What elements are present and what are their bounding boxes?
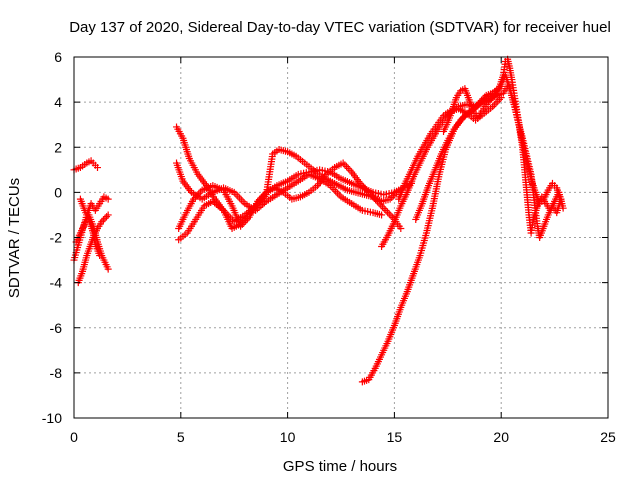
- data-point: [346, 166, 354, 174]
- data-point: [486, 96, 494, 104]
- data-point: [473, 102, 481, 110]
- data-point: [497, 94, 505, 102]
- data-point: [481, 93, 489, 101]
- y-tick-label: -10: [42, 410, 62, 426]
- data-point: [461, 111, 469, 119]
- y-tick-label: 6: [54, 49, 62, 65]
- x-tick-label: 15: [387, 429, 403, 445]
- y-tick-label: -6: [50, 320, 63, 336]
- x-axis-label: GPS time / hours: [283, 458, 397, 475]
- y-tick-label: 2: [54, 139, 62, 155]
- chart-title: Day 137 of 2020, Sidereal Day-to-day VTE…: [69, 19, 611, 36]
- data-point: [99, 216, 107, 224]
- data-point: [344, 164, 352, 172]
- axes: 0 5 10 15 20 25 -10 -8 -6 -4 -2 0 2 4 6: [42, 49, 616, 445]
- series-track-1: [70, 157, 101, 174]
- data-point: [492, 99, 500, 107]
- y-tick-label: -2: [50, 230, 63, 246]
- series-track-3: [74, 211, 112, 287]
- data-point: [104, 265, 112, 273]
- data-point: [559, 204, 567, 212]
- data-point: [386, 195, 394, 203]
- y-tick-label: 4: [54, 94, 62, 110]
- data-point: [397, 224, 405, 232]
- series-track-6: [173, 123, 415, 232]
- data-point: [378, 203, 386, 211]
- x-tick-label: 0: [70, 429, 78, 445]
- data-point: [341, 161, 349, 169]
- grid-lines: [74, 57, 608, 418]
- data-point: [101, 214, 109, 222]
- data-point: [389, 192, 397, 200]
- series-track-5: [76, 195, 104, 260]
- data-point: [457, 116, 465, 124]
- y-tick-label: -4: [50, 275, 63, 291]
- data-point: [474, 100, 482, 108]
- data-point: [384, 208, 392, 216]
- data-point: [104, 211, 112, 219]
- series-track-14: [440, 71, 565, 241]
- data-point: [98, 218, 106, 226]
- x-tick-label: 25: [600, 429, 616, 445]
- data-point: [380, 205, 388, 213]
- y-axis-label: SDTVAR / TECUs: [6, 178, 23, 298]
- data-point: [479, 95, 487, 103]
- data-point: [382, 206, 390, 214]
- x-tick-label: 10: [280, 429, 296, 445]
- data-point: [460, 113, 468, 121]
- data-point: [387, 212, 395, 220]
- data-point: [103, 213, 111, 221]
- data-point: [477, 96, 485, 104]
- data-point: [388, 193, 396, 201]
- data-point: [489, 93, 497, 101]
- data-point: [488, 95, 496, 103]
- data-point: [484, 98, 492, 106]
- y-tick-label: -8: [50, 365, 63, 381]
- data-point: [476, 98, 484, 106]
- data-point: [490, 101, 498, 109]
- x-tick-label: 20: [493, 429, 509, 445]
- data-point: [104, 195, 112, 203]
- data-point: [93, 164, 101, 172]
- data-point: [385, 210, 393, 218]
- series-track-9: [175, 146, 401, 244]
- y-tick-label: 0: [54, 184, 62, 200]
- series-track-15: [510, 98, 567, 237]
- data-series: [70, 55, 567, 386]
- data-point: [378, 211, 386, 219]
- data-point: [96, 252, 104, 260]
- data-point: [458, 114, 466, 122]
- x-tick-label: 5: [177, 429, 185, 445]
